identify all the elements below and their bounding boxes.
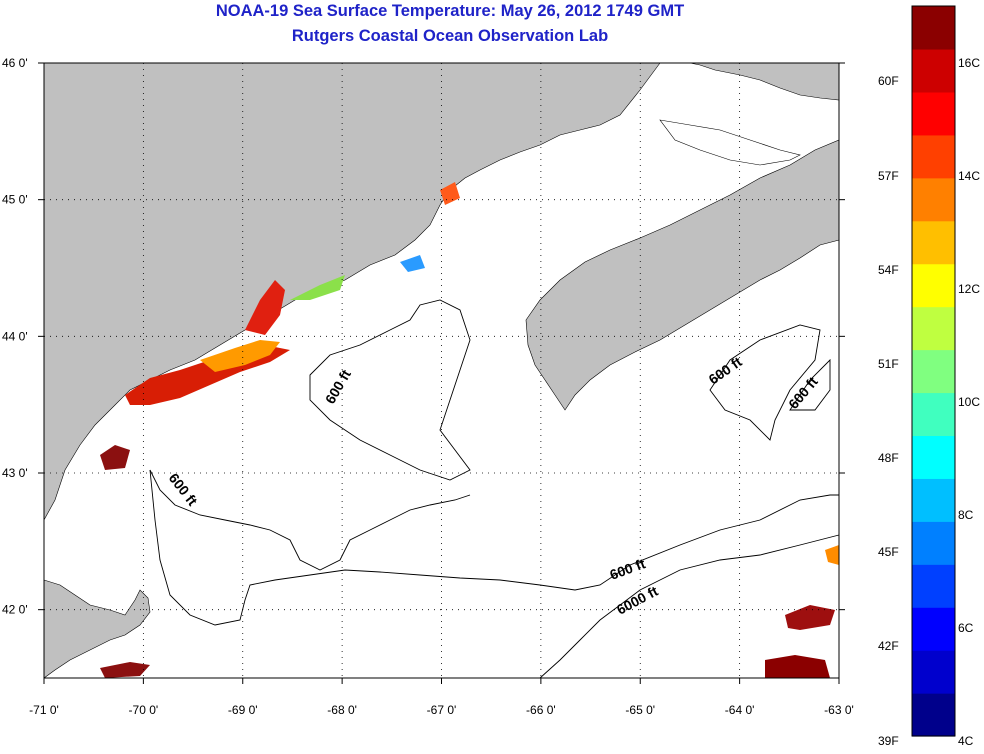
- colorbar: [912, 6, 955, 737]
- colorbar-swatch: [912, 263, 955, 308]
- contour-6000ft: [539, 534, 840, 679]
- contour-600ft-outer: [149, 469, 839, 626]
- celsius-label: 10C: [958, 395, 980, 409]
- sst-patch-southeast-2: [785, 605, 835, 630]
- lon-tick-label: -63 0': [824, 703, 854, 717]
- colorbar-swatch: [912, 177, 955, 222]
- map-title: NOAA-19 Sea Surface Temperature: May 26,…: [215, 2, 685, 20]
- fahrenheit-label: 60F: [878, 74, 899, 88]
- bathymetry-contours: [149, 299, 840, 679]
- colorbar-swatch: [912, 306, 955, 351]
- fahrenheit-label: 57F: [878, 169, 899, 183]
- celsius-label: 16C: [958, 56, 980, 70]
- colorbar-swatch: [912, 392, 955, 437]
- lon-tick-label: -67 0': [427, 703, 457, 717]
- land-nova-scotia: [525, 139, 840, 411]
- lon-tick-label: -71 0': [29, 703, 59, 717]
- colorbar-swatch: [912, 564, 955, 608]
- lon-tick-label: -68 0': [327, 703, 357, 717]
- colorbar-swatch: [912, 91, 955, 136]
- sst-patch-southeast-3: [825, 545, 839, 565]
- fahrenheit-label: 48F: [878, 451, 899, 465]
- colorbar-swatch: [912, 650, 955, 694]
- colorbar-swatch: [912, 349, 955, 394]
- fahrenheit-label: 42F: [878, 639, 899, 653]
- colorbar-swatch: [912, 693, 955, 737]
- lon-tick-label: -65 0': [625, 703, 655, 717]
- sst-patch-midcoast: [245, 280, 285, 335]
- sst-patch-blue: [400, 255, 425, 272]
- colorbar-swatch: [912, 478, 955, 522]
- sst-patch-passamaquoddy: [440, 182, 460, 205]
- contour-600ft-east-1: [709, 324, 821, 441]
- celsius-label: 14C: [958, 169, 980, 183]
- colorbar-celsius-labels: 16C 14C 12C 10C 8C 6C 4C: [958, 56, 980, 748]
- lon-tick-label: -66 0': [526, 703, 556, 717]
- colorbar-fahrenheit-labels: 60F 57F 54F 51F 48F 45F 42F 39F: [878, 74, 899, 748]
- lon-tick-label: -70 0': [129, 703, 159, 717]
- map-subtitle: Rutgers Coastal Ocean Observation Lab: [291, 27, 609, 45]
- land-northeast: [659, 119, 801, 166]
- lon-tick-label: -69 0': [228, 703, 258, 717]
- land-massachusetts: [43, 579, 151, 679]
- fahrenheit-label: 39F: [878, 734, 899, 748]
- colorbar-swatch: [912, 220, 955, 265]
- fahrenheit-label: 45F: [878, 545, 899, 559]
- sst-patch-green: [290, 275, 345, 300]
- celsius-label: 6C: [958, 621, 974, 635]
- colorbar-swatch: [912, 435, 955, 479]
- sst-patch-warm-band: [200, 340, 280, 372]
- colorbar-swatch: [912, 134, 955, 179]
- lon-tick-label: -64 0': [725, 703, 755, 717]
- lat-tick-label: 43 0': [2, 466, 28, 480]
- axis-ticks: -71 0' -70 0' -69 0' -68 0' -67 0' -66 0' -65 …: [2, 56, 854, 717]
- contour-600ft-inner: [149, 469, 471, 571]
- colorbar-swatch: [912, 6, 955, 50]
- graticule-grid: [44, 63, 839, 678]
- colorbar-frame: [911, 5, 956, 737]
- lat-tick-label: 45 0': [2, 193, 28, 207]
- lat-tick-label: 42 0': [2, 603, 28, 617]
- celsius-label: 4C: [958, 734, 974, 748]
- sst-patch-south-west: [100, 445, 130, 470]
- celsius-label: 8C: [958, 508, 974, 522]
- colorbar-swatch: [912, 607, 955, 651]
- celsius-label: 12C: [958, 282, 980, 296]
- contour-600ft-east-2: [789, 358, 831, 411]
- sst-patches: [100, 182, 839, 678]
- fahrenheit-label: 51F: [878, 357, 899, 371]
- colorbar-swatch: [912, 48, 955, 93]
- contour-600ft-north: [309, 299, 471, 481]
- sst-patch-cape-cod: [100, 662, 150, 678]
- lat-tick-label: 46 0': [2, 56, 28, 70]
- colorbar-swatch: [912, 521, 955, 565]
- fahrenheit-label: 54F: [878, 263, 899, 277]
- sst-patch-southeast-1: [765, 655, 830, 678]
- lat-tick-label: 44 0': [2, 329, 28, 343]
